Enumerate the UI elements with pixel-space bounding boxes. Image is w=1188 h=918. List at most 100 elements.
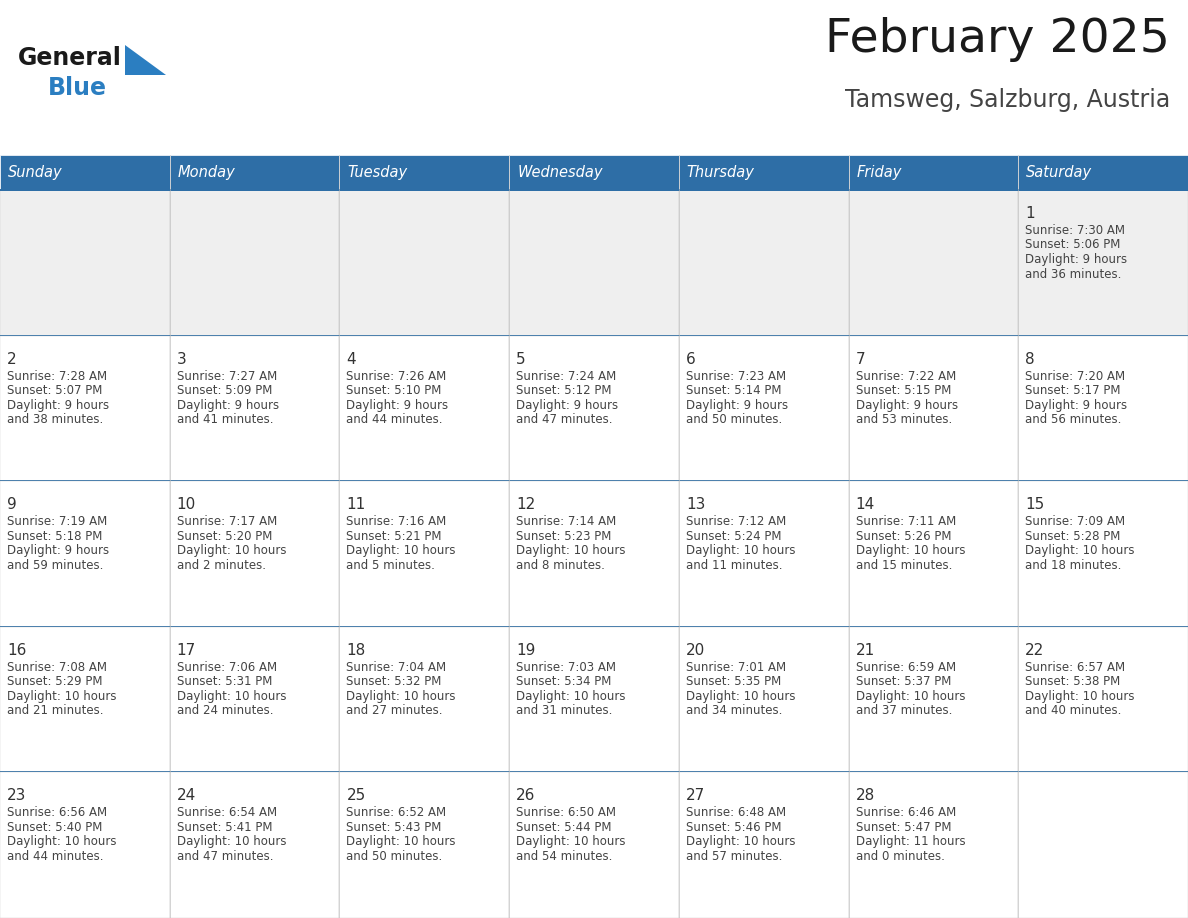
Bar: [1018, 627, 1188, 772]
Text: Daylight: 10 hours: Daylight: 10 hours: [347, 689, 456, 703]
Text: and 47 minutes.: and 47 minutes.: [177, 850, 273, 863]
Text: 12: 12: [516, 498, 536, 512]
Bar: [340, 481, 510, 627]
Text: Sunrise: 7:01 AM: Sunrise: 7:01 AM: [685, 661, 786, 674]
Text: 15: 15: [1025, 498, 1044, 512]
Text: 5: 5: [516, 352, 526, 366]
Text: Sunset: 5:21 PM: Sunset: 5:21 PM: [347, 530, 442, 543]
Text: 11: 11: [347, 498, 366, 512]
Text: Sunset: 5:17 PM: Sunset: 5:17 PM: [1025, 384, 1120, 397]
Text: Sunrise: 7:08 AM: Sunrise: 7:08 AM: [7, 661, 107, 674]
Text: and 11 minutes.: and 11 minutes.: [685, 559, 783, 572]
Text: and 44 minutes.: and 44 minutes.: [7, 850, 103, 863]
Bar: [510, 190, 678, 336]
Text: 25: 25: [347, 789, 366, 803]
Text: Sunset: 5:12 PM: Sunset: 5:12 PM: [516, 384, 612, 397]
Text: Sunrise: 6:56 AM: Sunrise: 6:56 AM: [7, 806, 107, 820]
Text: and 34 minutes.: and 34 minutes.: [685, 704, 782, 717]
Text: and 18 minutes.: and 18 minutes.: [1025, 559, 1121, 572]
Bar: [848, 155, 1018, 190]
Text: 14: 14: [855, 498, 874, 512]
Bar: [0, 481, 170, 627]
Text: Sunset: 5:43 PM: Sunset: 5:43 PM: [347, 821, 442, 834]
Text: and 50 minutes.: and 50 minutes.: [347, 850, 443, 863]
Text: and 40 minutes.: and 40 minutes.: [1025, 704, 1121, 717]
Text: Wednesday: Wednesday: [517, 165, 602, 180]
Text: 24: 24: [177, 789, 196, 803]
Text: Sunrise: 7:26 AM: Sunrise: 7:26 AM: [347, 370, 447, 383]
Text: Sunday: Sunday: [8, 165, 63, 180]
Text: Daylight: 10 hours: Daylight: 10 hours: [177, 544, 286, 557]
Text: Sunset: 5:14 PM: Sunset: 5:14 PM: [685, 384, 782, 397]
Text: Daylight: 11 hours: Daylight: 11 hours: [855, 835, 965, 848]
Polygon shape: [125, 45, 166, 75]
Text: Sunrise: 7:28 AM: Sunrise: 7:28 AM: [7, 370, 107, 383]
Text: Sunrise: 7:06 AM: Sunrise: 7:06 AM: [177, 661, 277, 674]
Text: Daylight: 9 hours: Daylight: 9 hours: [855, 398, 958, 411]
Text: Tamsweg, Salzburg, Austria: Tamsweg, Salzburg, Austria: [845, 88, 1170, 112]
Bar: [678, 481, 848, 627]
Text: Daylight: 10 hours: Daylight: 10 hours: [7, 835, 116, 848]
Text: Sunset: 5:23 PM: Sunset: 5:23 PM: [516, 530, 612, 543]
Text: Sunset: 5:18 PM: Sunset: 5:18 PM: [7, 530, 102, 543]
Bar: [848, 190, 1018, 336]
Text: 27: 27: [685, 789, 706, 803]
Text: Sunrise: 6:52 AM: Sunrise: 6:52 AM: [347, 806, 447, 820]
Text: and 44 minutes.: and 44 minutes.: [347, 413, 443, 426]
Bar: [170, 772, 340, 918]
Text: 18: 18: [347, 643, 366, 658]
Text: and 31 minutes.: and 31 minutes.: [516, 704, 613, 717]
Text: Daylight: 10 hours: Daylight: 10 hours: [855, 689, 965, 703]
Text: Daylight: 10 hours: Daylight: 10 hours: [516, 835, 626, 848]
Text: Sunset: 5:31 PM: Sunset: 5:31 PM: [177, 676, 272, 688]
Text: and 56 minutes.: and 56 minutes.: [1025, 413, 1121, 426]
Bar: [340, 155, 510, 190]
Text: Sunrise: 7:17 AM: Sunrise: 7:17 AM: [177, 515, 277, 528]
Text: Sunrise: 7:24 AM: Sunrise: 7:24 AM: [516, 370, 617, 383]
Bar: [678, 155, 848, 190]
Bar: [678, 190, 848, 336]
Text: Daylight: 10 hours: Daylight: 10 hours: [347, 544, 456, 557]
Text: Daylight: 9 hours: Daylight: 9 hours: [7, 398, 109, 411]
Text: Daylight: 9 hours: Daylight: 9 hours: [1025, 253, 1127, 266]
Text: Sunset: 5:15 PM: Sunset: 5:15 PM: [855, 384, 950, 397]
Text: and 0 minutes.: and 0 minutes.: [855, 850, 944, 863]
Bar: [340, 627, 510, 772]
Bar: [340, 190, 510, 336]
Text: 20: 20: [685, 643, 706, 658]
Text: Sunrise: 7:23 AM: Sunrise: 7:23 AM: [685, 370, 786, 383]
Text: and 57 minutes.: and 57 minutes.: [685, 850, 782, 863]
Bar: [0, 336, 170, 481]
Text: 17: 17: [177, 643, 196, 658]
Text: and 15 minutes.: and 15 minutes.: [855, 559, 952, 572]
Text: Daylight: 10 hours: Daylight: 10 hours: [1025, 544, 1135, 557]
Text: Monday: Monday: [178, 165, 235, 180]
Text: and 50 minutes.: and 50 minutes.: [685, 413, 782, 426]
Text: Daylight: 10 hours: Daylight: 10 hours: [1025, 689, 1135, 703]
Text: Daylight: 9 hours: Daylight: 9 hours: [1025, 398, 1127, 411]
Text: Daylight: 9 hours: Daylight: 9 hours: [516, 398, 618, 411]
Text: Daylight: 10 hours: Daylight: 10 hours: [177, 835, 286, 848]
Bar: [0, 626, 1188, 628]
Text: Sunrise: 6:46 AM: Sunrise: 6:46 AM: [855, 806, 956, 820]
Text: and 36 minutes.: and 36 minutes.: [1025, 267, 1121, 281]
Bar: [0, 188, 1188, 191]
Text: 28: 28: [855, 789, 874, 803]
Bar: [510, 155, 678, 190]
Text: Daylight: 9 hours: Daylight: 9 hours: [177, 398, 279, 411]
Text: 13: 13: [685, 498, 706, 512]
Text: 21: 21: [855, 643, 874, 658]
Text: Sunset: 5:34 PM: Sunset: 5:34 PM: [516, 676, 612, 688]
Text: 6: 6: [685, 352, 696, 366]
Bar: [170, 627, 340, 772]
Text: and 8 minutes.: and 8 minutes.: [516, 559, 605, 572]
Text: Sunset: 5:07 PM: Sunset: 5:07 PM: [7, 384, 102, 397]
Text: Sunset: 5:10 PM: Sunset: 5:10 PM: [347, 384, 442, 397]
Bar: [170, 190, 340, 336]
Bar: [0, 772, 170, 918]
Text: Daylight: 9 hours: Daylight: 9 hours: [7, 544, 109, 557]
Text: Daylight: 10 hours: Daylight: 10 hours: [516, 544, 626, 557]
Text: and 38 minutes.: and 38 minutes.: [7, 413, 103, 426]
Bar: [848, 627, 1018, 772]
Bar: [848, 481, 1018, 627]
